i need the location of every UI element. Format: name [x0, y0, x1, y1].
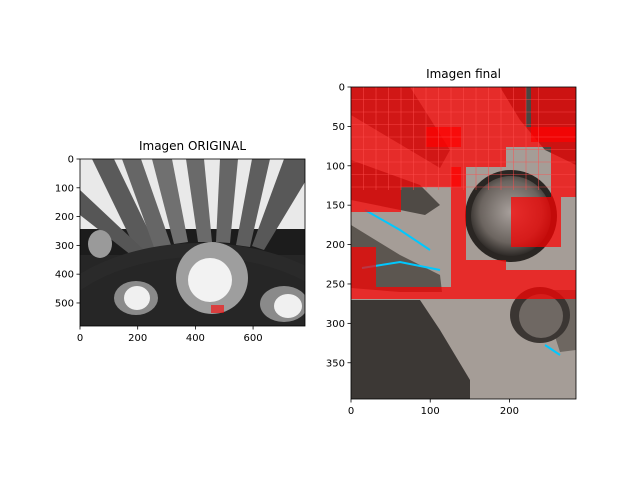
- panel-title-final: Imagen final: [426, 67, 501, 81]
- y-tick-label: 500: [55, 298, 74, 309]
- y-tick-label: 200: [55, 212, 74, 223]
- y-tick-label: 150: [326, 201, 345, 212]
- axis-ticks-final: 0 100 200 0 50 100 150 200 250 300 350: [326, 83, 519, 418]
- x-tick-label: 600: [244, 333, 263, 344]
- panel-title-original: Imagen ORIGINAL: [139, 139, 246, 153]
- axes-frame-original: [79, 158, 306, 327]
- y-tick-label: 100: [55, 183, 74, 194]
- y-tick-label: 250: [326, 279, 345, 290]
- final-image: [351, 87, 576, 399]
- red-region-marker: [211, 305, 224, 313]
- original-image: [80, 159, 305, 326]
- axes-frame-final: [350, 86, 577, 400]
- y-tick-label: 200: [326, 240, 345, 251]
- y-tick-label: 400: [55, 270, 74, 281]
- y-tick-label: 50: [332, 122, 345, 133]
- x-tick-label: 400: [186, 333, 205, 344]
- x-tick-label: 200: [128, 333, 147, 344]
- original-image-panel: Imagen ORIGINAL: [55, 139, 306, 345]
- y-tick-label: 100: [326, 161, 345, 172]
- x-tick-label: 0: [348, 406, 354, 417]
- y-tick-label: 0: [339, 83, 345, 94]
- y-tick-label: 300: [55, 241, 74, 252]
- y-tick-label: 0: [68, 155, 74, 166]
- y-tick-label: 300: [326, 319, 345, 330]
- x-tick-label: 100: [421, 406, 440, 417]
- x-tick-label: 0: [77, 333, 83, 344]
- y-tick-label: 350: [326, 358, 345, 369]
- x-tick-label: 200: [500, 406, 519, 417]
- axis-ticks-original: 0 200 400 600 0 100 200 300 400 500: [55, 155, 263, 345]
- final-image-panel: Imagen final: [326, 67, 577, 418]
